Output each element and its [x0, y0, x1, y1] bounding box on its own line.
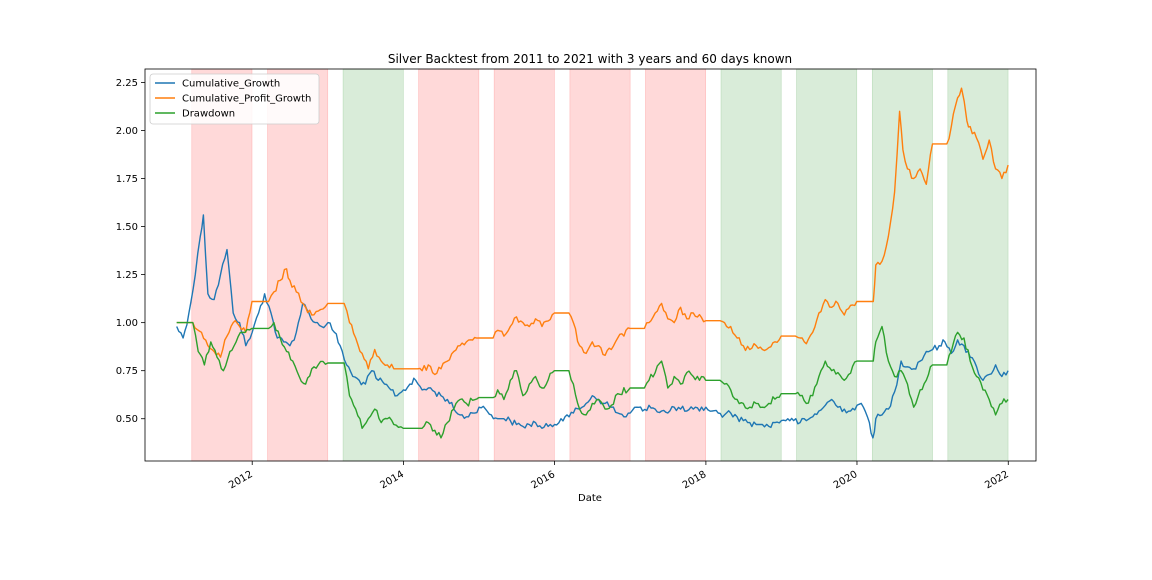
y-tick-label-2.25: 2.25: [116, 78, 138, 89]
shaded-period-11: [947, 68, 1009, 462]
y-tick-label-1.75: 1.75: [116, 174, 138, 185]
x-tick-label-2022: 2022: [983, 469, 1011, 491]
shaded-period-10: [871, 68, 933, 462]
shaded-period-8: [720, 68, 782, 462]
shaded-period-2: [267, 68, 329, 462]
y-tick-label-0.50: 0.50: [116, 414, 138, 425]
y-axis-ticks: 0.50 0.75 1.00 1.25 1.50 1.75 2.00 2.25: [116, 78, 145, 425]
x-tick-label-2020: 2020: [832, 469, 860, 491]
chart-title: Silver Backtest from 2011 to 2021 with 3…: [388, 52, 792, 66]
series-line-cumulative-profit-growth: [176, 87, 1009, 376]
x-tick-label-2018: 2018: [681, 469, 709, 491]
y-tick-label-1.25: 1.25: [116, 270, 138, 281]
series-line-cumulative-growth: [176, 214, 1009, 439]
y-tick-label-2.00: 2.00: [116, 126, 138, 137]
legend: Cumulative_Growth Cumulative_Profit_Growt…: [149, 73, 320, 125]
legend-label-cumulative-profit-growth: Cumulative_Profit_Growth: [182, 94, 311, 105]
legend-label-cumulative-growth: Cumulative_Growth: [182, 79, 280, 90]
legend-label-drawdown: Drawdown: [182, 109, 235, 120]
x-axis-ticks: 2012 2014 2016 2018 2020 2022: [227, 461, 1011, 491]
y-tick-label-1.00: 1.00: [116, 318, 138, 329]
x-axis-label: Date: [578, 493, 602, 504]
y-tick-label-1.50: 1.50: [116, 222, 138, 233]
series-line-drawdown: [176, 321, 1009, 439]
x-tick-label-2016: 2016: [530, 469, 558, 491]
shaded-period-6: [569, 68, 631, 462]
series-lines: [176, 87, 1009, 439]
shaded-period-7: [645, 68, 706, 462]
plot-frame: [144, 68, 1037, 462]
shaded-period-4: [418, 68, 480, 462]
shaded-periods: [191, 68, 1009, 462]
x-tick-label-2014: 2014: [378, 469, 406, 491]
x-tick-label-2012: 2012: [227, 469, 255, 491]
y-tick-label-0.75: 0.75: [116, 366, 138, 377]
shaded-period-5: [493, 68, 555, 462]
legend-box: [149, 73, 320, 125]
